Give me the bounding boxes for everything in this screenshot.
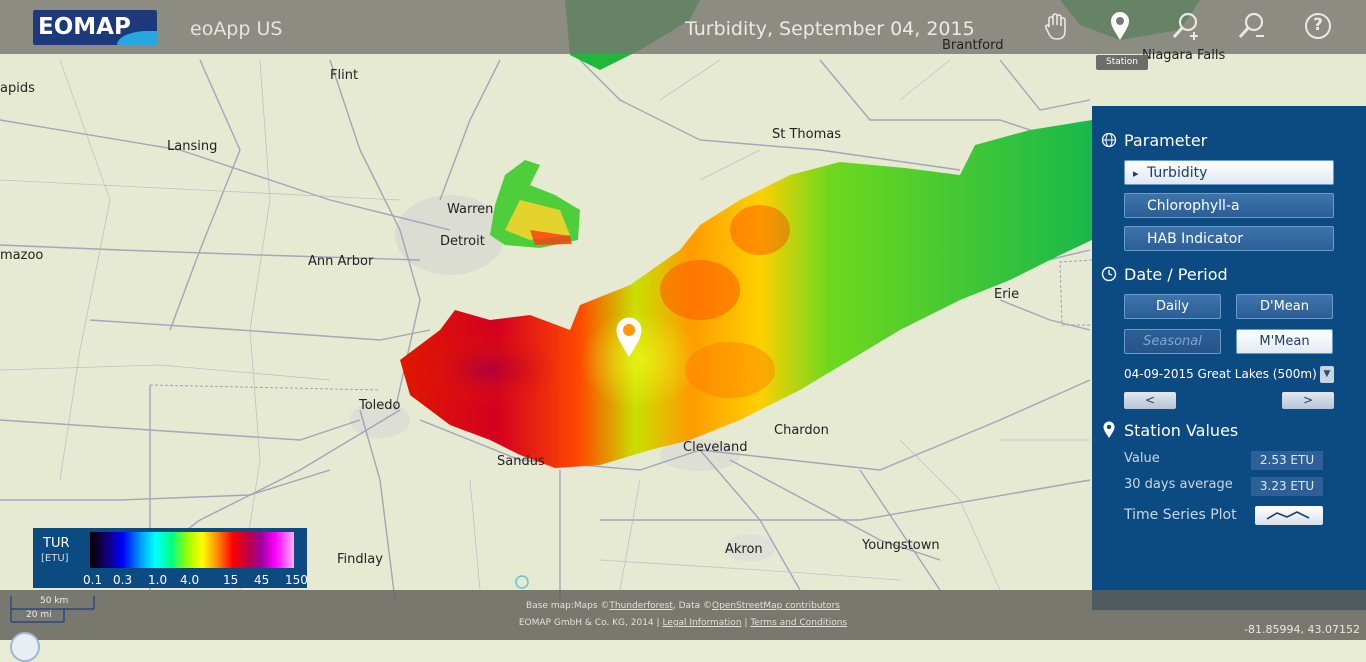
control-panel: Parameter ▸ Turbidity Chlorophyll-a HAB … <box>1092 106 1366 610</box>
city-brantford: Brantford <box>942 38 1003 53</box>
prev-scene-button[interactable]: < <box>1124 392 1176 409</box>
parameter-hab-button[interactable]: HAB Indicator <box>1124 226 1334 251</box>
city-grand-rapids: apids <box>0 81 35 96</box>
time-series-plot-button[interactable] <box>1255 506 1323 525</box>
parameter-chlorophyll-label: Chlorophyll-a <box>1147 198 1240 214</box>
top-city-labels: Brantford Niagara Falls <box>942 38 1225 63</box>
scale-mi: 20 mi <box>26 610 52 620</box>
base-map-credit: Base map:Maps ©Thunderforest, Data ©Open… <box>0 601 1366 611</box>
time-series-label: Time Series Plot <box>1124 507 1237 523</box>
daily-button[interactable]: Daily <box>1124 294 1221 319</box>
city-akron: Akron <box>725 542 763 557</box>
globe-icon <box>1101 132 1117 148</box>
city-sandusky: Sandus <box>497 454 545 469</box>
clock-icon <box>1101 266 1117 282</box>
station-marker[interactable] <box>616 317 642 357</box>
station-tooltip: Station <box>1096 55 1148 70</box>
app-name: eoApp US <box>190 18 283 40</box>
top-bar: EOMAP eoApp US Turbidity, September 04, … <box>0 0 1366 54</box>
city-toledo: Toledo <box>358 398 401 413</box>
parameter-chlorophyll-button[interactable]: Chlorophyll-a <box>1124 193 1334 218</box>
legend-tick: 150 <box>285 573 308 587</box>
legend-tick: 15 <box>223 573 239 587</box>
city-st-thomas: St Thomas <box>772 127 841 142</box>
seasonal-button[interactable]: Seasonal <box>1124 329 1221 354</box>
dmean-button[interactable]: D'Mean <box>1236 294 1333 319</box>
compass-button[interactable] <box>10 632 40 662</box>
station-values-title: Station Values <box>1124 421 1239 440</box>
data-prefix: , Data © <box>672 601 712 611</box>
city-warren: Warren <box>447 202 493 217</box>
cursor-coordinates: -81.85994, 43.07152 <box>1244 623 1360 636</box>
city-flint: Flint <box>330 68 358 83</box>
scale-km: 50 km <box>40 596 69 606</box>
station-avg-value: 3.23 ETU <box>1251 477 1323 496</box>
next-scene-button[interactable]: > <box>1282 392 1334 409</box>
parameter-turbidity-button[interactable]: ▸ Turbidity <box>1124 160 1334 185</box>
date-period-title: Date / Period <box>1124 265 1228 284</box>
logo-text: EOMAP <box>38 14 131 40</box>
legend-color-ramp <box>90 532 294 568</box>
city-lansing: Lansing <box>167 139 217 154</box>
station-pin-icon[interactable] <box>1104 10 1136 42</box>
company-text: EOMAP GmbH & Co. KG, 2014 | <box>518 618 660 628</box>
separator: | <box>744 618 748 628</box>
zoom-out-icon[interactable] <box>1236 10 1268 42</box>
help-glyph: ? <box>1313 15 1323 35</box>
hand-icon[interactable] <box>1040 10 1072 42</box>
legend-title: TUR <box>43 536 70 551</box>
osm-link[interactable]: OpenStreetMap contributors <box>711 601 840 611</box>
city-ann-arbor: Ann Arbor <box>308 254 374 269</box>
legal-link[interactable]: Legal Information <box>662 618 742 628</box>
city-findlay: Findlay <box>337 552 383 567</box>
legend-tick: 45 <box>254 573 270 587</box>
city-youngstown: Youngstown <box>861 538 940 553</box>
chart-line-icon <box>1266 511 1310 520</box>
zoom-in-icon[interactable] <box>1170 10 1202 42</box>
legend-tick: 4.0 <box>180 573 200 587</box>
legend-tick: 1.0 <box>148 573 168 587</box>
thunderforest-link[interactable]: Thunderforest <box>609 601 673 611</box>
map-title: Turbidity, September 04, 2015 <box>685 18 975 40</box>
parameter-title: Parameter <box>1124 131 1208 150</box>
eomap-logo[interactable]: EOMAP <box>33 10 157 45</box>
base-map-prefix: Base map:Maps © <box>526 601 610 611</box>
city-erie: Erie <box>994 287 1019 302</box>
footer-bar <box>0 590 1366 640</box>
color-legend: TUR [ETU] 0.1 0.3 1.0 4.0 15 45 150 <box>33 528 308 588</box>
pin-icon <box>1103 421 1115 438</box>
city-cleveland: Cleveland <box>683 440 747 455</box>
scene-dropdown-arrow[interactable]: ▼ <box>1320 366 1334 383</box>
active-parameter-marker: ▸ <box>1133 167 1139 180</box>
legend-tick: 0.1 <box>83 573 103 587</box>
parameter-hab-label: HAB Indicator <box>1147 231 1244 247</box>
parameter-turbidity-label: Turbidity <box>1147 165 1208 181</box>
avg-label: 30 days average <box>1124 477 1233 492</box>
scale-bar: 50 km 20 mi <box>10 594 96 624</box>
legend-unit: [ETU] <box>41 553 69 564</box>
mmean-button[interactable]: M'Mean <box>1236 329 1333 354</box>
lake-erie-turbidity <box>400 120 1092 468</box>
terms-link[interactable]: Terms and Conditions <box>750 618 848 628</box>
scene-select[interactable]: 04-09-2015 Great Lakes (500m) <box>1124 367 1317 381</box>
legend-tick: 0.3 <box>113 573 133 587</box>
help-button[interactable]: ? <box>1302 10 1334 42</box>
city-detroit: Detroit <box>440 234 485 249</box>
help-icon <box>1305 13 1331 39</box>
city-niagara-falls: Niagara Falls <box>1142 48 1225 63</box>
city-kalamazoo: mazoo <box>0 248 43 263</box>
value-label: Value <box>1124 451 1160 466</box>
station-value: 2.53 ETU <box>1251 451 1323 470</box>
company-credit: EOMAP GmbH & Co. KG, 2014 | Legal Inform… <box>0 618 1366 628</box>
city-chardon: Chardon <box>774 423 829 438</box>
locate-marker[interactable] <box>515 575 529 589</box>
